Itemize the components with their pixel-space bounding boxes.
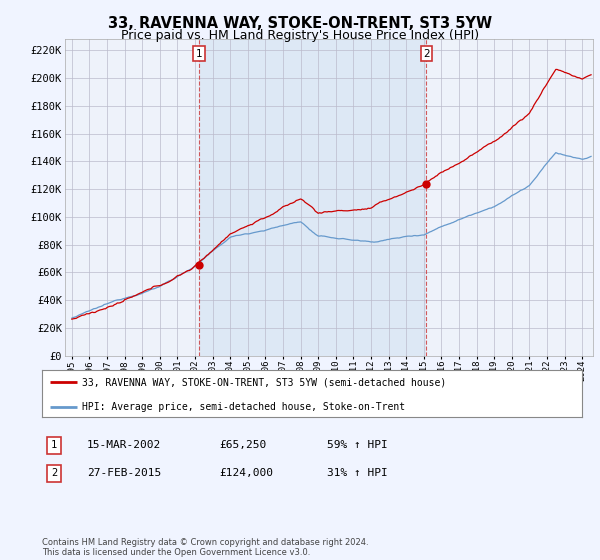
Text: Contains HM Land Registry data © Crown copyright and database right 2024.
This d: Contains HM Land Registry data © Crown c… xyxy=(42,538,368,557)
Text: £124,000: £124,000 xyxy=(219,468,273,478)
Text: 1: 1 xyxy=(196,49,202,59)
Text: £65,250: £65,250 xyxy=(219,440,266,450)
Bar xyxy=(199,39,427,356)
Text: 15-MAR-2002: 15-MAR-2002 xyxy=(87,440,161,450)
Text: 1: 1 xyxy=(51,440,57,450)
Text: Price paid vs. HM Land Registry's House Price Index (HPI): Price paid vs. HM Land Registry's House … xyxy=(121,29,479,42)
Text: 59% ↑ HPI: 59% ↑ HPI xyxy=(327,440,388,450)
Text: HPI: Average price, semi-detached house, Stoke-on-Trent: HPI: Average price, semi-detached house,… xyxy=(83,402,406,412)
Text: 27-FEB-2015: 27-FEB-2015 xyxy=(87,468,161,478)
Text: 2: 2 xyxy=(51,468,57,478)
Text: 33, RAVENNA WAY, STOKE-ON-TRENT, ST3 5YW: 33, RAVENNA WAY, STOKE-ON-TRENT, ST3 5YW xyxy=(108,16,492,31)
Text: 31% ↑ HPI: 31% ↑ HPI xyxy=(327,468,388,478)
Text: 33, RAVENNA WAY, STOKE-ON-TRENT, ST3 5YW (semi-detached house): 33, RAVENNA WAY, STOKE-ON-TRENT, ST3 5YW… xyxy=(83,377,447,388)
Text: 2: 2 xyxy=(423,49,430,59)
